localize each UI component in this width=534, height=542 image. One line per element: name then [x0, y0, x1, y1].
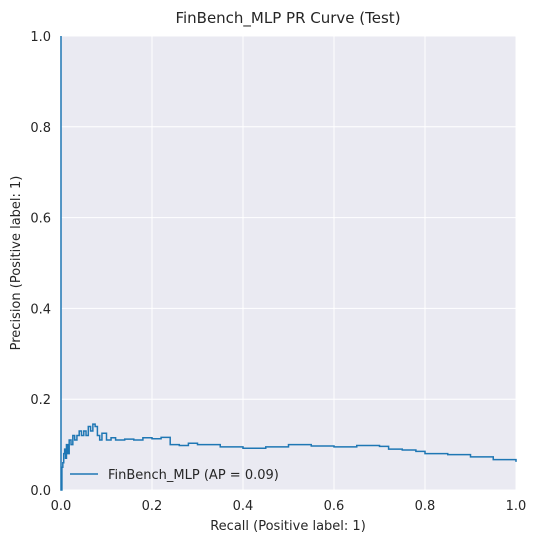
plot-area — [61, 36, 516, 490]
y-tick-labels: 0.0 0.2 0.4 0.6 0.8 1.0 — [30, 30, 51, 499]
x-axis-label: Recall (Positive label: 1) — [210, 519, 366, 534]
x-tick-label: 0.0 — [51, 499, 72, 514]
x-tick-label: 0.4 — [233, 499, 254, 514]
y-tick-label: 0.6 — [30, 212, 51, 227]
x-tick-label: 0.8 — [415, 499, 436, 514]
series-layer — [60, 36, 517, 491]
y-axis-label: Precision (Positive label: 1) — [9, 176, 24, 351]
y-tick-label: 0.0 — [30, 484, 51, 499]
x-tick-label: 0.6 — [324, 499, 345, 514]
legend-label: FinBench_MLP (AP = 0.09) — [108, 468, 279, 483]
grid — [60, 35, 517, 491]
y-tick-label: 0.4 — [30, 302, 51, 317]
x-tick-label: 1.0 — [506, 499, 527, 514]
y-tick-label: 1.0 — [30, 30, 51, 45]
y-tick-label: 0.8 — [30, 121, 51, 136]
chart-title: FinBench_MLP PR Curve (Test) — [175, 9, 400, 28]
x-tick-labels: 0.0 0.2 0.4 0.6 0.8 1.0 — [51, 499, 527, 514]
pr-curve-line — [60, 36, 517, 491]
x-tick-label: 0.2 — [142, 499, 163, 514]
legend: FinBench_MLP (AP = 0.09) — [70, 468, 279, 483]
y-tick-label: 0.2 — [30, 393, 51, 408]
